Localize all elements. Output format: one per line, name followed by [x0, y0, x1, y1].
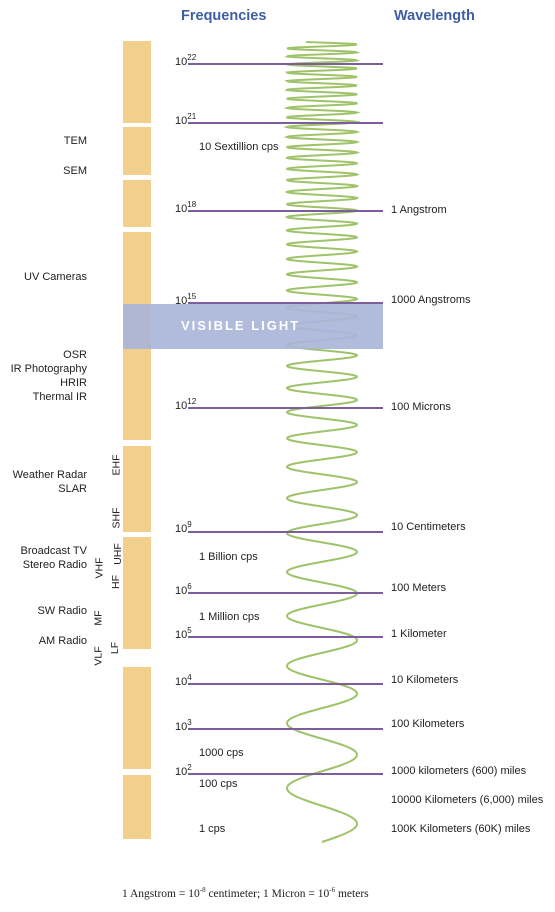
- application-label: SW Radio: [37, 605, 87, 617]
- application-label: AM Radio: [38, 635, 87, 647]
- band-bar: [123, 537, 151, 649]
- application-label: SEM: [63, 165, 87, 177]
- wavelength-label: 10 Centimeters: [391, 521, 466, 533]
- frequency-line: [188, 683, 383, 685]
- frequency-power-label: 1015: [175, 292, 197, 307]
- band-label-hf: HF: [110, 575, 122, 589]
- frequency-line: [188, 63, 383, 65]
- wavelength-label: 100 Kilometers: [391, 718, 465, 730]
- band-bar: [123, 180, 151, 227]
- frequency-line: [188, 302, 383, 304]
- frequency-line: [188, 122, 383, 124]
- wavelength-label: 1 Angstrom: [391, 204, 447, 216]
- wavelength-header: Wavelength: [394, 8, 475, 24]
- application-label: HRIR: [60, 377, 87, 389]
- cps-label: 10 Sextillion cps: [199, 141, 279, 153]
- application-label: TEM: [63, 135, 87, 147]
- application-label: Thermal IR: [32, 391, 87, 403]
- frequency-power-label: 104: [175, 673, 192, 688]
- band-label-vhf: VHF: [93, 557, 106, 579]
- wavelength-label: 100 Meters: [391, 582, 447, 594]
- frequency-power-label: 105: [175, 626, 192, 641]
- application-label: SLAR: [58, 483, 87, 495]
- frequency-power-label: 109: [175, 520, 192, 535]
- wavelength-label: 1000 Angstroms: [391, 294, 471, 306]
- band-label-shf: SHF: [110, 507, 123, 529]
- visible-light-label: VISIBLE LIGHT: [181, 318, 301, 333]
- wavelength-label: 10 Kilometers: [391, 674, 459, 686]
- wavelength-label: 1000 kilometers (600) miles: [391, 765, 527, 777]
- wavelength-label: 10000 Kilometers (6,000) miles: [391, 794, 544, 806]
- application-label: Stereo Radio: [22, 559, 87, 571]
- cps-label: 1 Million cps: [199, 611, 260, 623]
- frequency-line: [188, 407, 383, 409]
- application-label: Broadcast TV: [20, 545, 87, 557]
- application-label: OSR: [63, 349, 87, 361]
- band-label-lf: LF: [109, 641, 122, 655]
- visible-light-band: [123, 304, 383, 349]
- frequency-line: [188, 210, 383, 212]
- wavelength-label: 100K Kilometers (60K) miles: [391, 823, 531, 835]
- band-bar: [123, 667, 151, 769]
- frequency-power-label: 106: [175, 582, 192, 597]
- application-label: IR Photography: [10, 363, 87, 375]
- footnote: 1 Angstrom = 10-8 centimeter; 1 Micron =…: [122, 886, 369, 900]
- band-label-ehf: EHF: [110, 454, 123, 476]
- application-label: UV Cameras: [24, 271, 87, 283]
- frequency-power-label: 1012: [175, 397, 197, 412]
- frequency-power-label: 1022: [175, 53, 197, 68]
- band-bar: [123, 446, 151, 532]
- band-bar: [123, 41, 151, 123]
- application-label: Weather Radar: [12, 469, 87, 481]
- frequency-power-label: 1021: [175, 112, 197, 127]
- frequency-line: [188, 773, 383, 775]
- frequency-power-label: 103: [175, 718, 192, 733]
- band-bar: [123, 775, 151, 839]
- frequency-power-label: 1018: [175, 200, 197, 215]
- band-label-mf: MF: [92, 610, 105, 626]
- wavelength-label: 100 Microns: [391, 401, 451, 413]
- electromagnetic-wave: [283, 41, 361, 843]
- frequency-line: [188, 636, 383, 638]
- band-label-vlf: VLF: [92, 646, 105, 666]
- cps-label: 1 Billion cps: [199, 551, 258, 563]
- cps-label: 1 cps: [199, 823, 226, 835]
- frequencies-header: Frequencies: [181, 8, 267, 24]
- band-label-uhf: UHF: [111, 543, 124, 565]
- cps-label: 1000 cps: [199, 747, 244, 759]
- frequency-line: [188, 592, 383, 594]
- frequency-line: [188, 728, 383, 730]
- wavelength-label: 1 Kilometer: [391, 628, 447, 640]
- band-bar: [123, 127, 151, 175]
- frequency-power-label: 102: [175, 763, 192, 778]
- frequency-line: [188, 531, 383, 533]
- cps-label: 100 cps: [199, 778, 238, 790]
